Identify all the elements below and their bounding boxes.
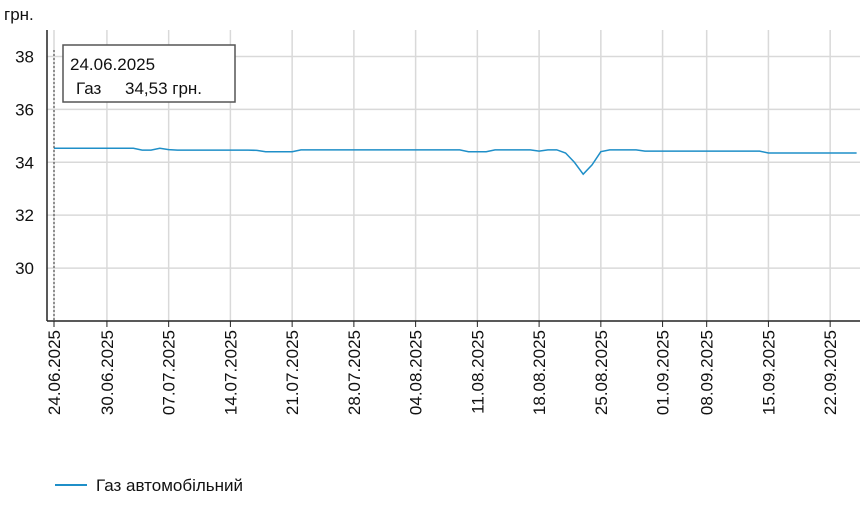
y-tick-label: 32 [15,206,34,225]
y-tick-label: 36 [15,100,34,119]
tooltip-box [62,44,236,103]
x-tick-label: 28.07.2025 [345,330,364,415]
x-tick-label: 24.06.2025 [45,330,64,415]
series-line [54,147,857,176]
x-tick-label: 30.06.2025 [98,330,117,415]
legend-label: Газ автомобільний [96,476,243,495]
x-tick-label: 15.09.2025 [759,330,778,415]
x-tick-label: 21.07.2025 [283,330,302,415]
x-tick-label: 04.08.2025 [407,330,426,415]
y-tick-label: 30 [15,259,34,278]
x-tick-label: 07.07.2025 [160,330,179,415]
tooltip-title: 24.06.2025 [70,55,155,74]
x-tick-label: 25.08.2025 [592,330,611,415]
y-tick-label: 34 [15,153,34,172]
x-tick-label: 14.07.2025 [221,330,240,415]
y-unit: грн. [4,5,34,24]
x-tick-label: 18.08.2025 [530,330,549,415]
x-tick-label: 11.08.2025 [468,330,487,414]
tooltip: 24.06.2025 Газ 34,53 грн. [62,44,236,103]
x-tick-label: 01.09.2025 [654,330,673,415]
x-tick-label: 22.09.2025 [821,330,840,415]
tooltip-value: 34,53 грн. [125,79,202,98]
y-tick-label: 38 [15,47,34,66]
x-tick-label: 08.09.2025 [698,330,717,415]
tooltip-series: Газ [76,79,102,98]
